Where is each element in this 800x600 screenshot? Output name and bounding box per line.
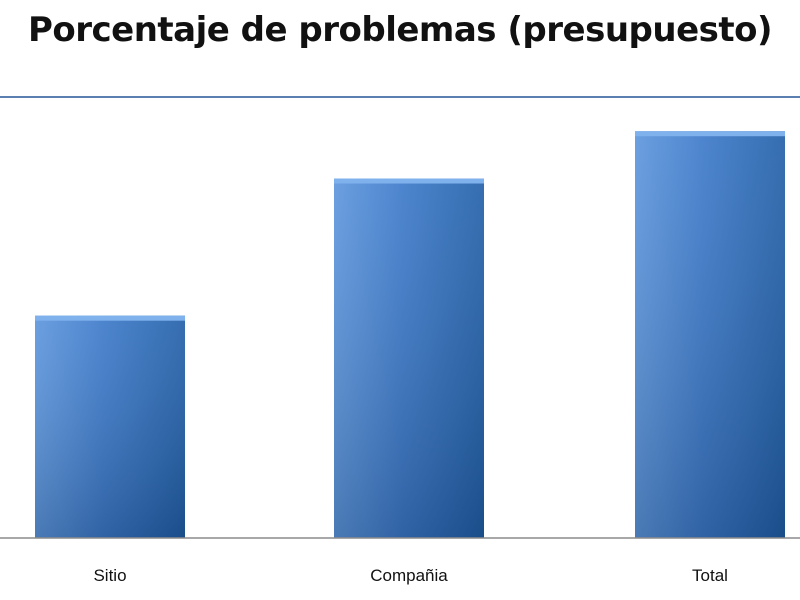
category-label: Sitio (93, 566, 126, 585)
bar-0 (35, 315, 185, 538)
bar-shade (635, 131, 785, 538)
bar-1 (334, 178, 484, 538)
bar-top-highlight (35, 315, 185, 321)
category-label: Compañia (370, 566, 448, 585)
category-label: Total (692, 566, 728, 585)
bars-group (35, 131, 785, 538)
bar-2 (635, 131, 785, 538)
category-labels: Sitio Compañia Total (93, 566, 728, 585)
bar-shade (334, 178, 484, 538)
title-divider (0, 96, 800, 98)
chart-title: Porcentaje de problemas (presupuesto) (27, 10, 773, 50)
bar-top-highlight (334, 178, 484, 184)
bar-top-highlight (635, 131, 785, 137)
bar-shade (35, 315, 185, 538)
